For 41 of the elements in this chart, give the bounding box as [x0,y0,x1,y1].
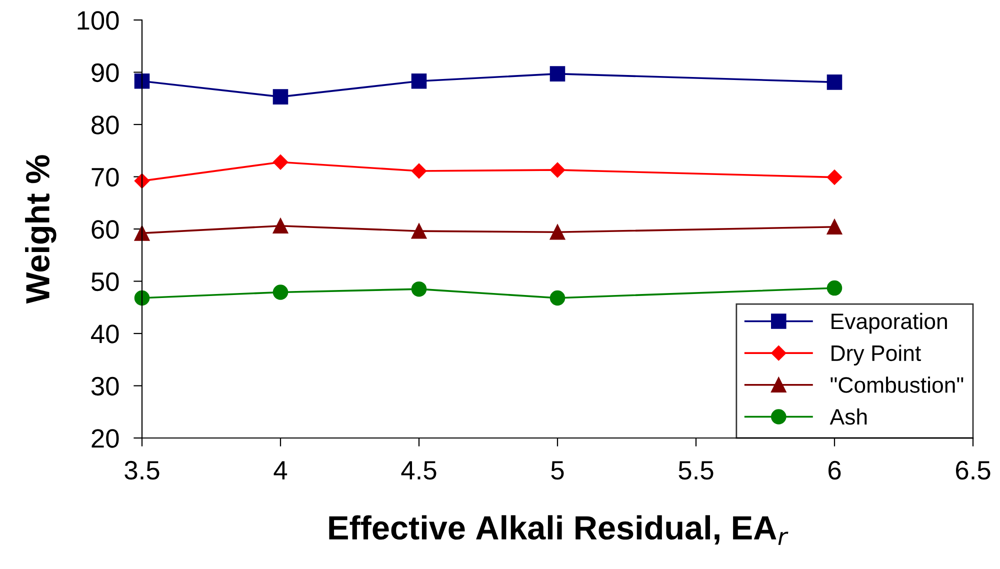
point [134,73,150,89]
legend-label: Evaporation [832,312,947,334]
y-tick-label: 90 [92,63,119,82]
point [550,290,566,306]
x-tick-label: 5.5 [678,461,714,480]
point [550,224,566,240]
x-tick-label: 5 [551,461,564,480]
point [411,163,427,179]
point [272,154,288,170]
y-tick-label: 40 [91,324,119,344]
y-tick-label: 60 [92,220,119,239]
point [272,89,288,104]
y-tick-label: 50 [91,272,119,292]
y-axis-title: Weight % [25,155,56,304]
y-tick-label: 30 [91,376,119,396]
point [826,74,842,90]
legend-label: Dry Point [832,344,921,366]
point [272,218,288,234]
point [550,66,566,82]
x-tick-label: 6 [828,460,841,480]
point [826,170,842,185]
y-tick-label: 70 [92,168,119,187]
x-tick-label: 6.5 [956,460,990,480]
x-tick-label: 4 [274,461,288,480]
point [411,223,427,239]
point [826,280,842,296]
y-tick-label: 20 [92,429,119,448]
x-axis-title: Effective Alkali Residual, EA$_{r}$ [329,515,788,545]
point [411,281,427,297]
x-tick-label: 3.5 [124,460,160,480]
x-tick-label: 4.5 [401,461,436,480]
legend-label: "Combustion" [830,376,964,393]
point [411,73,427,89]
point [550,162,566,178]
legend-label: Ash [830,408,867,425]
point [826,219,842,235]
point [272,284,288,300]
y-tick-label: 100 [78,11,119,30]
y-tick-label: 80 [92,116,119,134]
point [134,226,150,241]
point [134,290,150,306]
